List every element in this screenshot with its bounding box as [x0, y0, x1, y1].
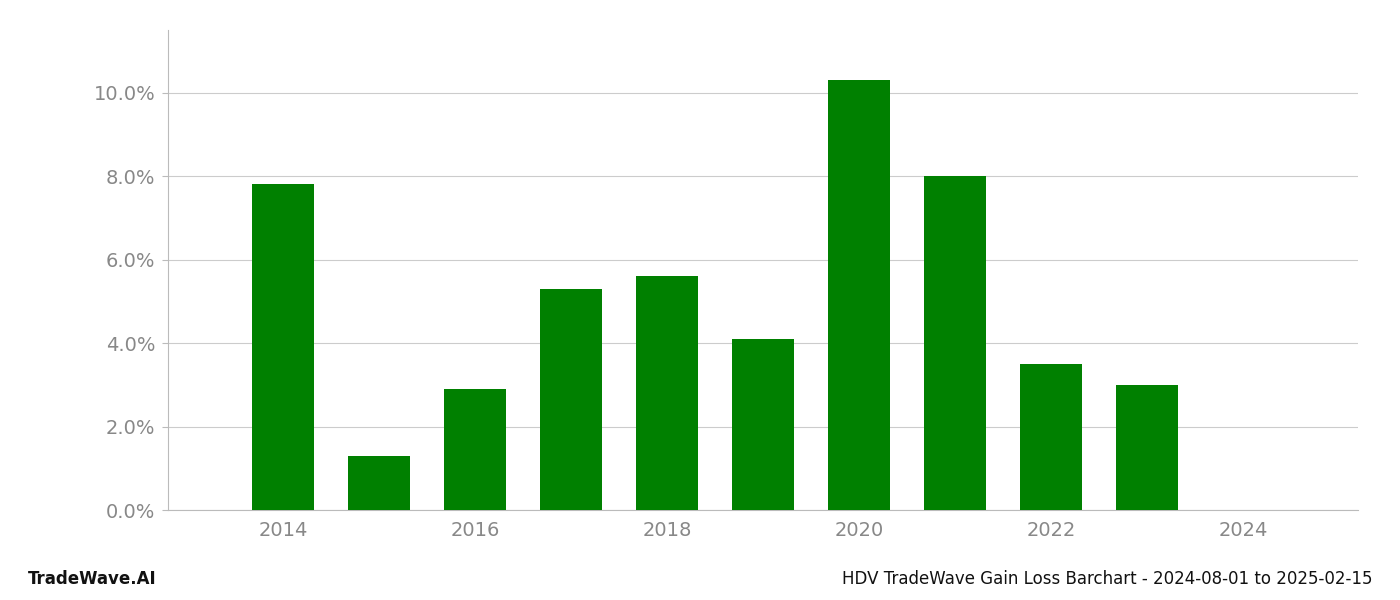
- Bar: [732, 339, 794, 510]
- Bar: [252, 184, 315, 510]
- Bar: [349, 456, 410, 510]
- Bar: [827, 80, 890, 510]
- Bar: [444, 389, 507, 510]
- Bar: [1116, 385, 1177, 510]
- Bar: [636, 276, 699, 510]
- Bar: [1019, 364, 1082, 510]
- Text: HDV TradeWave Gain Loss Barchart - 2024-08-01 to 2025-02-15: HDV TradeWave Gain Loss Barchart - 2024-…: [841, 570, 1372, 588]
- Bar: [540, 289, 602, 510]
- Text: TradeWave.AI: TradeWave.AI: [28, 570, 157, 588]
- Bar: [924, 176, 986, 510]
